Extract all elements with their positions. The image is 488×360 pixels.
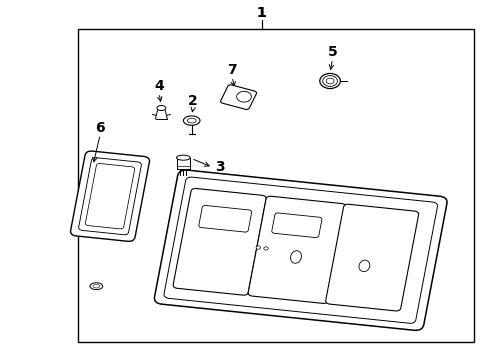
Text: 1: 1: [256, 6, 266, 19]
FancyBboxPatch shape: [199, 206, 251, 232]
Ellipse shape: [325, 78, 333, 84]
FancyBboxPatch shape: [325, 204, 418, 311]
Ellipse shape: [236, 91, 251, 102]
Ellipse shape: [358, 260, 369, 271]
Ellipse shape: [183, 116, 200, 125]
Ellipse shape: [290, 251, 301, 263]
FancyBboxPatch shape: [163, 177, 437, 323]
FancyBboxPatch shape: [248, 196, 346, 303]
Ellipse shape: [256, 246, 260, 249]
FancyBboxPatch shape: [85, 163, 134, 229]
Ellipse shape: [322, 76, 337, 86]
Ellipse shape: [263, 247, 267, 250]
Ellipse shape: [157, 105, 165, 111]
Text: 3: 3: [215, 161, 224, 174]
FancyBboxPatch shape: [70, 151, 149, 241]
Bar: [78, 29, 473, 342]
FancyBboxPatch shape: [79, 158, 141, 235]
Text: 1: 1: [256, 6, 266, 19]
FancyBboxPatch shape: [154, 170, 446, 330]
Ellipse shape: [93, 284, 100, 288]
Text: 5: 5: [327, 45, 337, 59]
FancyBboxPatch shape: [271, 213, 321, 238]
Ellipse shape: [319, 73, 340, 89]
Text: 7: 7: [227, 63, 237, 77]
Text: 6: 6: [95, 121, 105, 135]
Text: 2: 2: [188, 94, 198, 108]
FancyBboxPatch shape: [173, 188, 265, 295]
Text: 4: 4: [154, 80, 163, 93]
Bar: [176, 158, 190, 169]
FancyBboxPatch shape: [220, 85, 256, 109]
Ellipse shape: [187, 118, 196, 123]
Ellipse shape: [176, 155, 190, 160]
Ellipse shape: [90, 283, 102, 289]
